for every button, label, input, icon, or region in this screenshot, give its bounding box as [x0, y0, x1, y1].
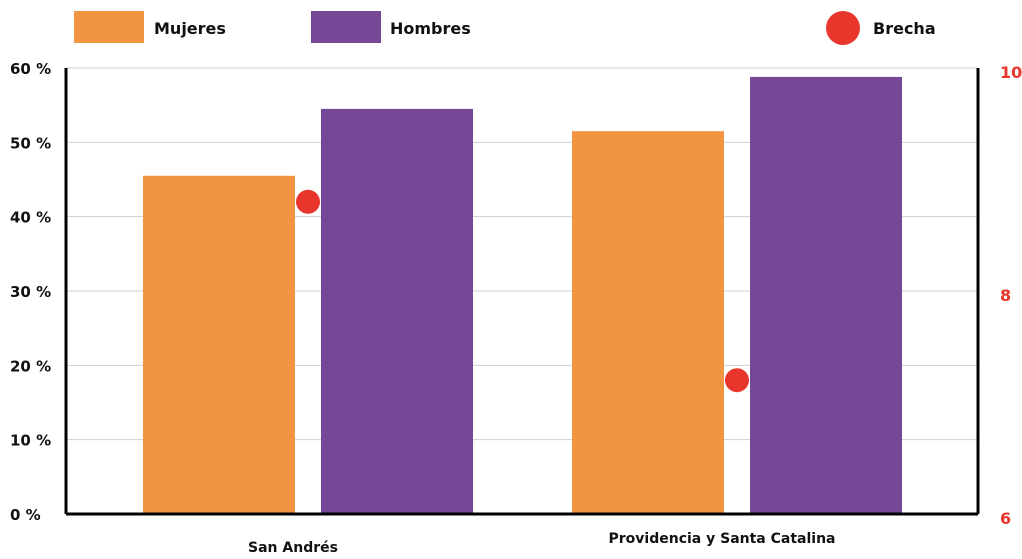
y-left-tick-label: 50 %: [10, 134, 51, 152]
bar-mujeres-san-andres: [143, 175, 295, 515]
y-left-tick-label: 0 %: [10, 506, 41, 524]
bars: [143, 76, 902, 515]
y-right-tick-label: 8: [1000, 286, 1011, 305]
y-left-tick-label: 40 %: [10, 209, 51, 227]
y-left-tick-label: 60 %: [10, 60, 51, 78]
x-axis-labels: San Andrés Providencia y Santa Catalina: [248, 531, 836, 556]
legend-label-mujeres: Mujeres: [154, 19, 226, 38]
legend-swatch-mujeres: [74, 11, 144, 43]
legend-label-brecha: Brecha: [873, 19, 936, 38]
y-axis-left-ticks: 0 % 10 % 20 % 30 % 40 % 50 % 60 %: [10, 60, 51, 524]
axes: [64, 68, 980, 516]
point-brecha-providencia-y-santa-catalina: [725, 368, 749, 393]
y-left-tick-label: 20 %: [10, 357, 51, 375]
bar-hombres-san-andres: [321, 108, 473, 514]
point-brecha-san-andres: [296, 189, 320, 214]
x-tick-label-providencia-y-santa-catalina: Providencia y Santa Catalina: [609, 531, 836, 547]
y-right-tick-label: 10: [1000, 63, 1022, 82]
y-left-tick-label: 30 %: [10, 283, 51, 301]
x-tick-label-san-andres: San Andrés: [248, 540, 338, 555]
legend-swatch-brecha: [826, 11, 860, 45]
y-axis-right-ticks: 6 8 10: [1000, 63, 1022, 528]
legend-swatch-hombres: [311, 11, 381, 43]
y-right-tick-label: 6: [1000, 509, 1011, 528]
bar-hombres-providencia-y-santa-catalina: [750, 76, 902, 515]
legend-label-hombres: Hombres: [390, 19, 471, 38]
gap-points: [296, 189, 749, 393]
legend: Mujeres Hombres Brecha: [74, 11, 936, 45]
bar-mujeres-providencia-y-santa-catalina: [572, 131, 724, 514]
y-left-tick-label: 10 %: [10, 432, 51, 450]
